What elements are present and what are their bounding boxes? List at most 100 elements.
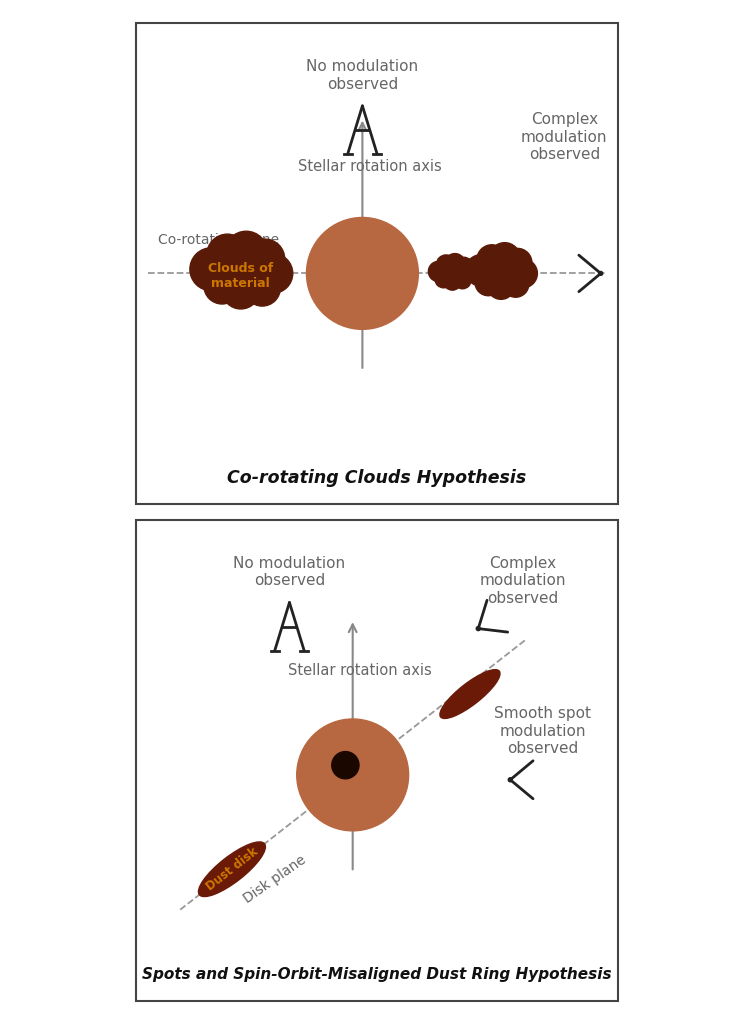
Text: Complex
modulation
observed: Complex modulation observed (521, 113, 608, 162)
Ellipse shape (432, 261, 473, 286)
Circle shape (317, 228, 407, 318)
Circle shape (443, 272, 461, 290)
Circle shape (317, 227, 409, 319)
Circle shape (311, 733, 395, 817)
Circle shape (314, 224, 412, 323)
Circle shape (330, 241, 395, 305)
Text: Stellar rotation axis: Stellar rotation axis (298, 159, 442, 174)
Circle shape (477, 245, 507, 274)
Circle shape (308, 219, 417, 328)
Circle shape (503, 249, 532, 278)
Text: Dust disk: Dust disk (204, 845, 260, 893)
Text: Stellar rotation axis: Stellar rotation axis (288, 663, 432, 678)
Circle shape (455, 257, 473, 275)
Circle shape (349, 259, 377, 287)
Circle shape (320, 231, 404, 315)
Ellipse shape (198, 247, 284, 300)
Circle shape (325, 236, 400, 311)
Circle shape (435, 270, 452, 288)
Circle shape (346, 256, 379, 290)
Circle shape (508, 259, 538, 288)
Circle shape (335, 756, 371, 793)
Circle shape (343, 253, 382, 293)
Text: Clouds of
material: Clouds of material (208, 262, 274, 290)
Text: No modulation
observed: No modulation observed (234, 556, 345, 589)
Circle shape (314, 735, 392, 814)
Circle shape (302, 725, 403, 825)
Circle shape (298, 720, 407, 829)
Circle shape (445, 254, 465, 273)
Circle shape (340, 251, 385, 295)
Circle shape (329, 240, 396, 306)
Circle shape (428, 261, 449, 282)
Circle shape (349, 770, 357, 778)
Circle shape (338, 248, 388, 298)
Circle shape (322, 232, 403, 313)
Circle shape (253, 254, 293, 293)
Circle shape (352, 772, 354, 775)
Circle shape (309, 731, 396, 818)
Circle shape (309, 220, 415, 327)
Circle shape (222, 271, 260, 309)
Circle shape (325, 746, 381, 803)
Circle shape (207, 234, 248, 275)
Circle shape (326, 748, 379, 801)
FancyBboxPatch shape (136, 519, 618, 1001)
Circle shape (454, 271, 471, 289)
Ellipse shape (472, 254, 530, 293)
Circle shape (190, 248, 233, 291)
Circle shape (332, 754, 374, 796)
Circle shape (345, 766, 361, 782)
Circle shape (297, 719, 409, 830)
Circle shape (332, 752, 359, 779)
Circle shape (245, 239, 285, 279)
Circle shape (301, 723, 404, 826)
Circle shape (346, 767, 360, 781)
Circle shape (312, 223, 412, 324)
Circle shape (475, 269, 501, 296)
Text: No modulation
observed: No modulation observed (306, 59, 418, 92)
Circle shape (312, 734, 394, 815)
Circle shape (353, 263, 372, 283)
Ellipse shape (198, 842, 265, 897)
Circle shape (356, 265, 369, 280)
Circle shape (332, 243, 394, 304)
Circle shape (308, 730, 397, 819)
Circle shape (327, 239, 397, 308)
Circle shape (437, 255, 456, 274)
Circle shape (354, 264, 371, 281)
Circle shape (348, 768, 359, 779)
Circle shape (333, 755, 372, 794)
Circle shape (487, 271, 515, 299)
Text: Complex
modulation
observed: Complex modulation observed (480, 556, 566, 606)
Circle shape (304, 726, 402, 823)
Text: Smooth spot
modulation
observed: Smooth spot modulation observed (494, 707, 591, 756)
Circle shape (319, 229, 406, 316)
Circle shape (348, 257, 378, 288)
Circle shape (335, 245, 391, 301)
Circle shape (489, 243, 520, 274)
Circle shape (360, 269, 366, 275)
Circle shape (477, 627, 480, 631)
Circle shape (299, 722, 406, 828)
Circle shape (357, 267, 369, 279)
Circle shape (320, 742, 385, 807)
Circle shape (343, 764, 363, 784)
Circle shape (307, 729, 399, 821)
Text: Co-rotating Clouds Hypothesis: Co-rotating Clouds Hypothesis (228, 469, 526, 486)
Circle shape (333, 244, 392, 302)
Circle shape (336, 247, 389, 300)
Circle shape (508, 778, 512, 781)
Circle shape (350, 260, 375, 286)
Circle shape (338, 759, 369, 790)
Circle shape (341, 762, 366, 786)
Circle shape (330, 752, 375, 797)
Circle shape (225, 231, 268, 274)
Circle shape (465, 255, 497, 286)
Circle shape (339, 760, 367, 788)
Circle shape (351, 261, 374, 284)
Circle shape (204, 267, 241, 304)
Circle shape (329, 751, 377, 798)
Text: Disk plane: Disk plane (241, 853, 308, 906)
Circle shape (315, 225, 410, 321)
